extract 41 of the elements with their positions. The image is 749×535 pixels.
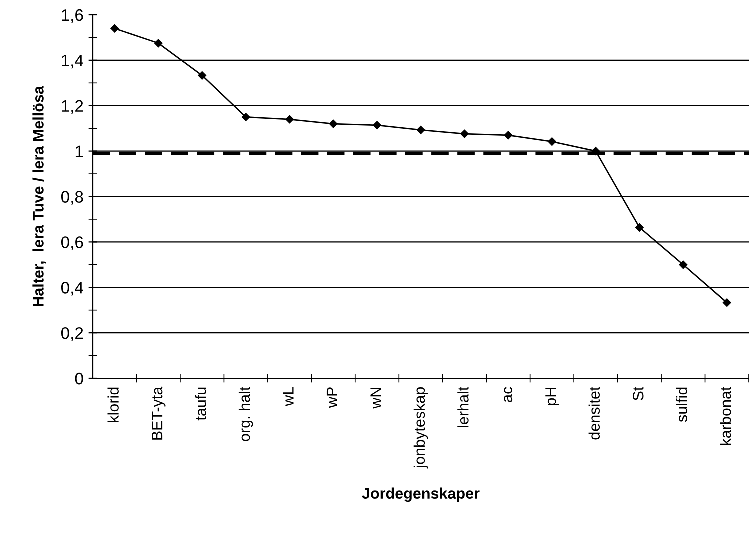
x-tick-label: jonbyteskap xyxy=(414,387,428,469)
point xyxy=(592,147,600,156)
x-tick-label: ac xyxy=(504,387,513,402)
x-tick-label: karbonat xyxy=(720,386,732,446)
point xyxy=(636,224,644,232)
x-tick-label: lerhalt xyxy=(458,386,469,428)
y-tick-label: 1,2 xyxy=(62,100,84,114)
x-tick-label: wL xyxy=(283,387,294,406)
point xyxy=(242,113,250,122)
point xyxy=(504,131,513,140)
point xyxy=(460,130,469,138)
x-tick-label: org. halt xyxy=(238,386,254,442)
point xyxy=(286,115,294,124)
x-tick-label: pH xyxy=(546,388,560,406)
point xyxy=(154,39,163,48)
point xyxy=(416,126,426,134)
y-tick-label: 0,6 xyxy=(61,236,84,250)
x-axis-title: Jordegenskaper xyxy=(362,488,480,502)
x-tick-label: St xyxy=(632,386,644,401)
point xyxy=(548,138,556,146)
point xyxy=(679,260,688,270)
x-tick-label: BET-yta xyxy=(152,386,166,440)
y-tick-label: 0 xyxy=(75,372,84,385)
point xyxy=(723,298,732,307)
x-tick-label: wP xyxy=(326,388,338,408)
y-tick-label: 0,8 xyxy=(61,191,84,205)
y-tick-label: 1,4 xyxy=(62,55,84,69)
point xyxy=(373,121,382,130)
x-tick-label: taufu xyxy=(195,388,206,421)
x-tick-label: wN xyxy=(370,388,382,409)
x-tick-label: sulfid xyxy=(676,388,688,422)
y-tick-label: 1,6 xyxy=(62,9,84,24)
y-tick-label: 0,4 xyxy=(61,282,84,296)
point xyxy=(198,72,206,80)
x-tick-label: densitet xyxy=(588,386,600,440)
point xyxy=(329,120,338,128)
y-axis-title: Halter, lera Tuve / lera Mellösa xyxy=(32,86,46,306)
y-tick-label: 1 xyxy=(76,146,84,158)
x-tick-label: klorid xyxy=(108,388,119,422)
point xyxy=(110,24,119,33)
y-tick-label: 0,2 xyxy=(61,327,84,342)
